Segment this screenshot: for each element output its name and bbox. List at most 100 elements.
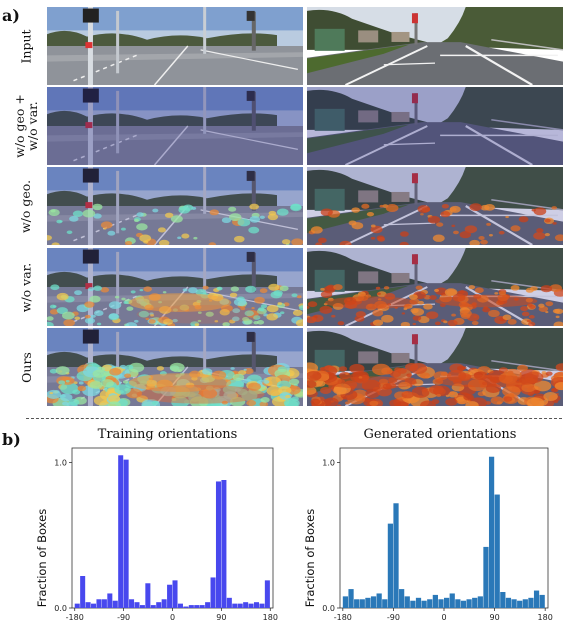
histogram-bar [226, 597, 232, 608]
histogram-bar [444, 597, 450, 608]
row-label: Input [4, 7, 48, 85]
histogram-bar [243, 602, 249, 608]
row-label: Ours [4, 328, 48, 406]
histogram-bar [85, 602, 91, 608]
histogram-bar [145, 583, 151, 608]
histogram-bar [365, 597, 371, 608]
scene-left-image [47, 167, 303, 245]
plot-frame [71, 447, 274, 609]
histogram-bar [264, 580, 270, 608]
histogram-bar [118, 455, 124, 608]
histogram-bar [210, 577, 216, 608]
x-tick-label: 0 [441, 613, 446, 622]
x-tick-label: 180 [538, 613, 553, 622]
row-label: w/o var. [4, 248, 48, 326]
y-axis-label: Fraction of Boxes [35, 509, 49, 607]
histogram-bar [232, 603, 238, 608]
scene-left-image [47, 328, 303, 406]
histogram-bar [494, 494, 500, 608]
scene-left-image [47, 87, 303, 165]
histogram-bar [259, 603, 265, 608]
histogram-bar [342, 596, 349, 608]
histogram-bar [199, 605, 205, 608]
histogram-bar [188, 605, 194, 608]
scene-right-image [307, 167, 563, 245]
histogram-bar [511, 599, 517, 608]
histogram-bar [449, 593, 455, 608]
row-label: w/o geo. [4, 167, 48, 245]
x-tick-label: 90 [216, 613, 226, 622]
histogram-bar [129, 599, 135, 608]
histogram-bar [253, 602, 260, 608]
histogram-bar [112, 600, 118, 608]
x-tick-label: -90 [387, 613, 400, 622]
histogram-bar [161, 599, 167, 608]
histogram-bar [483, 546, 489, 608]
histogram-bar [107, 593, 113, 608]
x-tick-label: 180 [263, 613, 278, 622]
histogram-bar [172, 580, 178, 608]
row-label-text: Ours [18, 351, 34, 383]
histogram-bar [438, 599, 444, 608]
histogram-bar [488, 456, 495, 608]
histogram-bar [156, 602, 162, 608]
training-orientations-chart: -180 -90 0 90 180 0.0 1.0 Fraction of Boxes [35, 447, 278, 622]
y-tick-label: 1.0 [54, 459, 67, 468]
histogram-bar [472, 597, 478, 608]
histogram-bar [466, 599, 472, 608]
scene-right-image [307, 87, 563, 165]
histogram-bar [421, 600, 427, 608]
x-tick-label: -180 [334, 613, 352, 622]
x-tick-label: -90 [117, 613, 130, 622]
histogram-bar [399, 589, 405, 608]
x-tick-label: 0 [170, 613, 175, 622]
histogram-bar [455, 599, 461, 608]
row-label: w/o geo + w/o var. [4, 87, 48, 165]
histogram-bar [539, 594, 545, 608]
histogram-bar [376, 593, 382, 608]
histogram-bar [215, 481, 221, 608]
row-label-text: w/o var. [18, 262, 34, 312]
histogram-bar [248, 603, 254, 608]
histogram-bar [533, 590, 540, 608]
histogram-bar [101, 599, 107, 608]
histogram-bar [415, 597, 422, 608]
scene-right-image [307, 7, 563, 85]
plot-frame [339, 447, 549, 609]
histogram-bar [370, 596, 377, 608]
panel-divider [26, 418, 562, 419]
histogram-bar [505, 597, 512, 608]
histogram-bar [354, 599, 360, 608]
chart-2-title: Generated orientations [363, 427, 517, 442]
y-axis-label: Fraction of Boxes [303, 509, 317, 607]
histogram-bar [91, 603, 97, 608]
histogram-bar [123, 459, 129, 608]
histogram-bar [177, 603, 183, 608]
histogram-bar [80, 576, 86, 608]
histogram-bar [528, 597, 534, 608]
histogram-bar [432, 594, 438, 608]
row-label-text: Input [18, 28, 34, 64]
histogram-bar [74, 603, 80, 608]
scene-left-image [47, 248, 303, 326]
histogram-bar [387, 523, 394, 608]
histogram-bar [500, 592, 506, 608]
y-tick-label: 1.0 [322, 459, 335, 468]
panel-b-label: b) [2, 430, 21, 449]
histogram-bar [460, 600, 467, 608]
x-tick-label: 90 [490, 613, 500, 622]
panel-a-label: a) [2, 6, 20, 25]
histogram-bar [410, 600, 416, 608]
histogram-bar [221, 480, 227, 608]
y-tick-label: 0.0 [322, 604, 335, 613]
histogram-bar [167, 584, 173, 608]
histogram-bar [393, 503, 399, 608]
histogram-bar [348, 589, 354, 608]
histogram-bar [404, 596, 410, 608]
histogram-bar [205, 602, 211, 608]
histogram-bar [477, 596, 483, 608]
histogram-bar [522, 599, 528, 608]
histogram-bar [194, 605, 200, 608]
histogram-bar [139, 605, 145, 608]
row-label-text: w/o geo + w/o var. [12, 94, 41, 158]
